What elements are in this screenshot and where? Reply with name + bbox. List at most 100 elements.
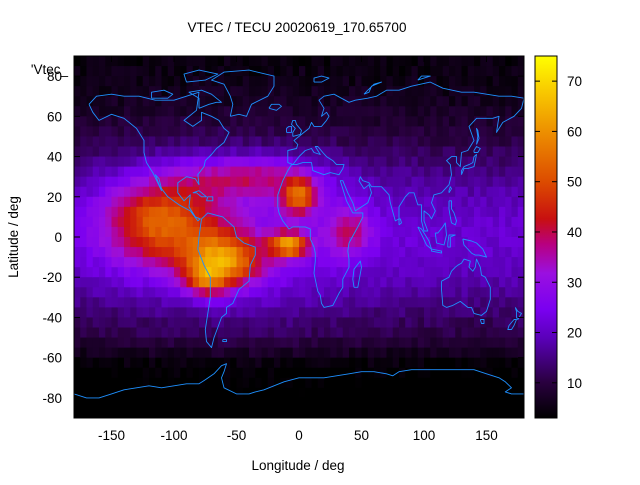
heatmap-cell [149, 156, 156, 168]
heatmap-cell [336, 186, 344, 198]
heatmap-cell [130, 297, 138, 308]
heatmap-cell [380, 216, 388, 228]
heatmap-cell [242, 267, 250, 278]
heatmap-cell [174, 287, 181, 298]
heatmap-cell [86, 277, 94, 288]
heatmap-cell [199, 317, 206, 329]
heatmap-cell [186, 206, 194, 218]
heatmap-cell [461, 116, 469, 127]
heatmap-cell [274, 176, 281, 188]
heatmap-cell [161, 156, 169, 168]
heatmap-cell [161, 277, 169, 288]
heatmap-cell [499, 86, 506, 97]
heatmap-cell [280, 156, 288, 168]
heatmap-cell [355, 196, 363, 208]
heatmap-cell [442, 387, 450, 399]
heatmap-cell [374, 377, 381, 389]
heatmap-cell [267, 237, 275, 248]
coastline-sakhalin [476, 127, 480, 145]
heatmap-cell [186, 407, 194, 418]
heatmap-cell [299, 206, 306, 218]
heatmap-cell [455, 206, 463, 218]
heatmap-cell [411, 176, 419, 188]
heatmap-cell [92, 347, 100, 359]
heatmap-cell [155, 237, 163, 248]
heatmap-cell [417, 156, 425, 168]
heatmap-cell [424, 247, 431, 258]
heatmap-cell [324, 216, 331, 228]
heatmap-cell [505, 86, 513, 97]
heatmap-cell [511, 226, 519, 238]
heatmap-cell [455, 106, 463, 117]
heatmap-cell [474, 317, 481, 329]
heatmap-cell [111, 337, 119, 349]
heatmap-cell [242, 146, 250, 158]
heatmap-cell [486, 226, 494, 238]
heatmap-cell [380, 166, 388, 178]
heatmap-cell [92, 126, 100, 138]
heatmap-cell [149, 86, 156, 97]
heatmap-cell [92, 196, 100, 208]
heatmap-cell [411, 146, 419, 158]
heatmap-cell [361, 66, 369, 77]
heatmap-cell [336, 397, 344, 409]
heatmap-cell [236, 196, 244, 208]
heatmap-cell [336, 146, 344, 158]
heatmap-cell [267, 297, 275, 308]
heatmap-cell [211, 96, 219, 107]
heatmap-cell [136, 317, 144, 329]
heatmap-cell [505, 247, 513, 258]
heatmap-cell [242, 397, 250, 409]
heatmap-cell [261, 56, 269, 67]
heatmap-cell [99, 317, 106, 329]
heatmap-cell [174, 196, 181, 208]
heatmap-cell [480, 116, 488, 127]
heatmap-cell [449, 287, 456, 298]
heatmap-cell [142, 176, 150, 188]
y-tick-label: 60 [47, 109, 62, 124]
heatmap-cell [99, 196, 106, 208]
heatmap-cell [342, 116, 350, 127]
heatmap-cell [80, 146, 88, 158]
coastline-ireland [286, 125, 292, 133]
heatmap-cell [92, 56, 100, 67]
heatmap-cell [455, 347, 463, 359]
heatmap-cell [392, 196, 400, 208]
heatmap-cell [305, 347, 313, 359]
heatmap-cell [180, 397, 188, 409]
heatmap-cell [149, 327, 156, 339]
heatmap-cell [430, 176, 438, 188]
heatmap-cell [230, 166, 238, 178]
heatmap-cell [161, 327, 169, 339]
heatmap-cell [436, 116, 444, 127]
heatmap-cell [217, 247, 225, 258]
heatmap-cell [174, 307, 181, 319]
heatmap-cell [311, 237, 319, 248]
heatmap-cell [480, 387, 488, 399]
heatmap-cell [461, 186, 469, 198]
heatmap-cell [430, 377, 438, 389]
heatmap-cell [386, 377, 394, 389]
heatmap-cell [424, 347, 431, 359]
heatmap-cell [217, 226, 225, 238]
heatmap-cell [311, 136, 319, 148]
heatmap-cell [349, 166, 356, 178]
heatmap-cell [205, 297, 213, 308]
heatmap-cell [299, 146, 306, 158]
heatmap-cell [92, 86, 100, 97]
heatmap-cell [436, 96, 444, 107]
heatmap-cell [74, 267, 81, 278]
heatmap-cell [280, 186, 288, 198]
heatmap-cell [374, 216, 381, 228]
heatmap-cell [399, 226, 406, 238]
heatmap-cell [217, 76, 225, 87]
heatmap-cell [105, 126, 113, 138]
heatmap-cell [336, 407, 344, 418]
heatmap-cell [174, 277, 181, 288]
heatmap-cell [317, 166, 325, 178]
heatmap-cell [167, 156, 175, 168]
heatmap-cell [417, 267, 425, 278]
heatmap-cell [124, 136, 131, 148]
heatmap-cell [386, 226, 394, 238]
heatmap-cell [467, 257, 475, 268]
